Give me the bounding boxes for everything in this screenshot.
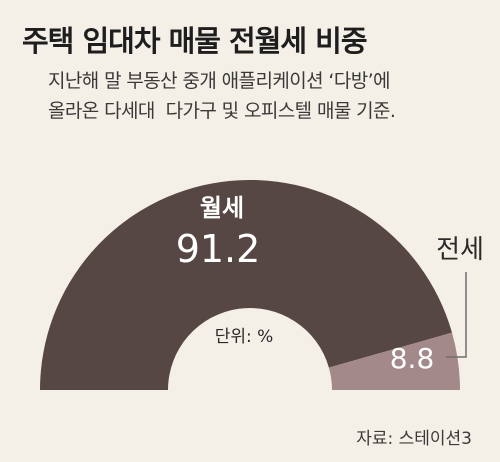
slice-label-monthly-rent: 월세	[200, 194, 244, 222]
slice-value-jeonse: 8.8	[390, 342, 435, 375]
subtitle-line-2: 올라온 다세대 다가구 및 오피스텔 매물 기준.	[48, 100, 396, 122]
slice-value-monthly-rent: 91.2	[176, 227, 261, 271]
source-note: 자료: 스테이션3	[356, 429, 472, 449]
slice-monthly-rent	[40, 179, 453, 390]
chart-subtitle: 지난해 말 부동산 중개 애플리케이션 ‘다방’에 올라온 다세대 다가구 및 …	[48, 66, 396, 126]
unit-label: 단위: %	[215, 327, 274, 347]
slice-label-jeonse: 전세	[436, 235, 484, 265]
jeonse-callout-line	[446, 272, 467, 358]
slice-jeonse	[328, 332, 460, 390]
chart-title: 주택 임대차 매물 전월세 비중	[22, 24, 368, 58]
subtitle-line-1: 지난해 말 부동산 중개 애플리케이션 ‘다방’에	[48, 70, 391, 92]
